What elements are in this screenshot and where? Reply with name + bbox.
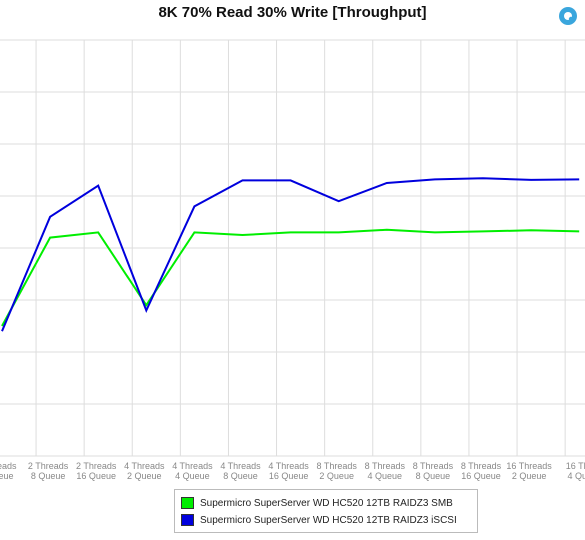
x-tick-label: 2 Threads <box>76 461 117 471</box>
x-tick-label: 16 Threads <box>506 461 552 471</box>
x-tick-label: 4 Threads <box>172 461 213 471</box>
x-tick-label: 2 Threads <box>28 461 69 471</box>
legend-item: Supermicro SuperServer WD HC520 12TB RAI… <box>181 496 453 510</box>
brand-logo-icon <box>559 7 577 25</box>
chart-legend: Supermicro SuperServer WD HC520 12TB RAI… <box>174 489 478 533</box>
chart-title: 8K 70% Read 30% Write [Throughput] <box>158 4 427 21</box>
x-tick-label: 16 Queue <box>461 471 501 481</box>
x-tick-label: 2 Queue <box>127 471 162 481</box>
x-tick-label: 8 Threads <box>461 461 502 471</box>
x-tick-label: 4 Threads <box>220 461 261 471</box>
x-tick-label: 4 Queue <box>368 471 403 481</box>
x-tick-label: 2 Queue <box>512 471 547 481</box>
legend-swatch <box>181 514 194 526</box>
x-tick-label: 8 Queue <box>31 471 66 481</box>
legend-label: Supermicro SuperServer WD HC520 12TB RAI… <box>200 497 453 509</box>
x-tick-label: 8 Queue <box>223 471 258 481</box>
x-tick-label: 8 Queue <box>416 471 451 481</box>
x-tick-label: Queue <box>0 471 14 481</box>
x-tick-label: 8 Threads <box>413 461 454 471</box>
x-tick-label: 4 Queue <box>175 471 210 481</box>
series-line-1 <box>1 228 580 327</box>
x-tick-label: 16 Queue <box>76 471 116 481</box>
x-tick-label: 8 Threads <box>365 461 406 471</box>
x-tick-label: 16 Th <box>566 461 585 471</box>
x-tick-label: 2 Queue <box>319 471 354 481</box>
x-tick-label: Threads <box>0 461 17 471</box>
x-tick-label: 4 Threads <box>124 461 165 471</box>
x-tick-label: 8 Threads <box>317 461 358 471</box>
legend-label: Supermicro SuperServer WD HC520 12TB RAI… <box>200 514 457 526</box>
series-line-2 <box>1 177 580 332</box>
x-tick-label: 4 Threads <box>268 461 309 471</box>
x-tick-label: 4 Qu <box>567 471 585 481</box>
legend-item: Supermicro SuperServer WD HC520 12TB RAI… <box>181 513 457 527</box>
x-tick-label: 16 Queue <box>269 471 309 481</box>
legend-swatch <box>181 497 194 509</box>
